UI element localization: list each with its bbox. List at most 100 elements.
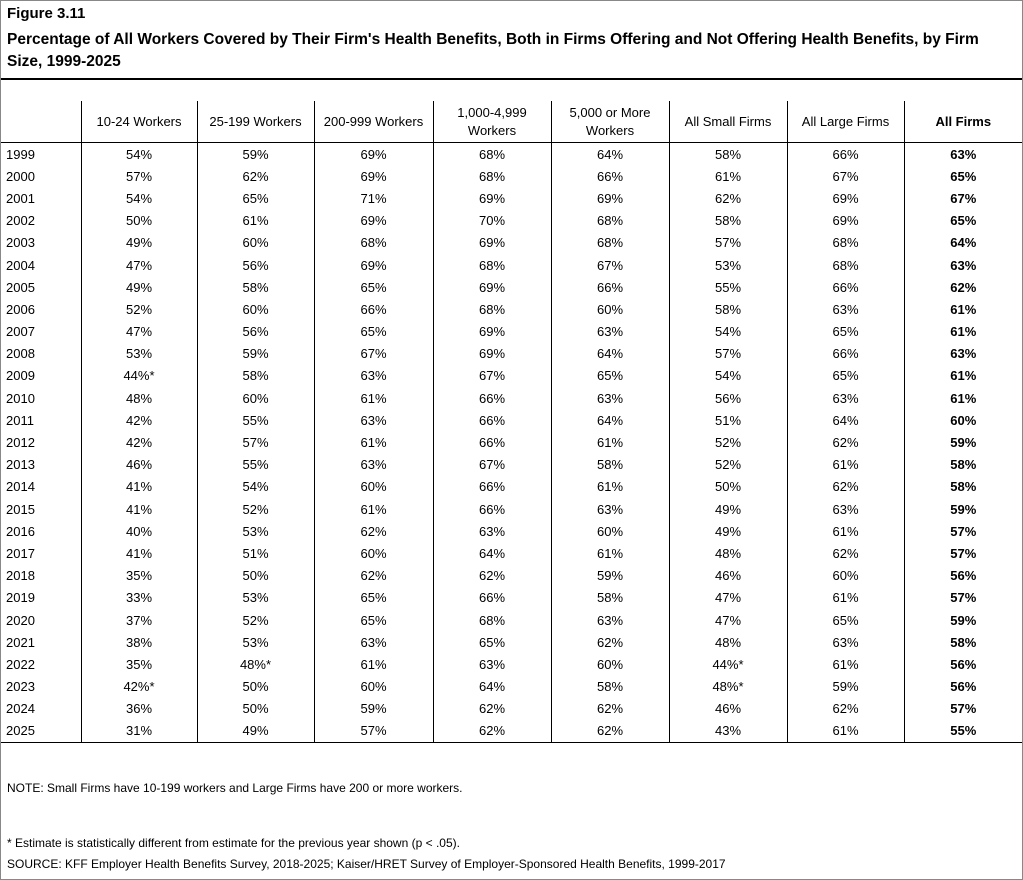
cell: 62% (903, 276, 1022, 299)
cell: 61% (550, 542, 669, 565)
cell: 62% (786, 475, 904, 498)
row-year: 2004 (6, 257, 35, 273)
cell: 65% (786, 608, 904, 632)
cell: 59% (786, 675, 904, 698)
cell: 66% (786, 142, 904, 166)
cell: 64% (550, 142, 669, 166)
row-year: 2007 (6, 324, 35, 340)
cell: 49% (80, 231, 197, 254)
cell: 63% (786, 631, 904, 654)
cell: 55% (196, 409, 314, 432)
row-year: 2003 (6, 235, 35, 251)
cell: 49% (668, 520, 787, 543)
table-row: 2001 54% 65% 71% 69% 69% 62% 69% 67% (1, 187, 1022, 210)
cell: 62% (786, 431, 904, 454)
cell: 61% (313, 431, 433, 454)
cell: 63% (432, 653, 551, 676)
header-row: 10-24 Workers 25-199 Workers 200-999 Worke… (1, 101, 1022, 143)
cell: 61% (786, 453, 904, 476)
row-year: 2019 (6, 590, 35, 606)
cell: 65% (313, 276, 433, 299)
table-row: 2012 42% 57% 61% 66% 61% 52% 62% 59% (1, 431, 1022, 454)
cell: 54% (80, 187, 197, 210)
column-header: All Large Firms (786, 101, 904, 143)
cell: 57% (196, 431, 314, 454)
cell: 63% (550, 387, 669, 410)
footnote: * Estimate is statistically different fr… (7, 836, 460, 850)
cell: 65% (550, 364, 669, 388)
cell: 54% (668, 364, 787, 388)
cell: 60% (196, 298, 314, 321)
cell: 64% (432, 675, 551, 698)
cell: 35% (80, 653, 197, 676)
table-row: 2017 41% 51% 60% 64% 61% 48% 62% 57% (1, 542, 1022, 565)
cell: 66% (786, 342, 904, 365)
cell: 61% (903, 387, 1022, 410)
cell: 63% (550, 608, 669, 632)
cell: 53% (668, 253, 787, 277)
cell: 68% (550, 231, 669, 254)
cell: 62% (786, 542, 904, 565)
cell: 60% (550, 653, 669, 676)
figure-number: Figure 3.11 (7, 5, 86, 22)
cell: 61% (196, 209, 314, 232)
cell: 63% (903, 342, 1022, 365)
cell: 68% (432, 165, 551, 188)
cell: 66% (432, 387, 551, 410)
cell: 65% (313, 320, 433, 343)
cell: 46% (668, 697, 787, 720)
cell: 58% (550, 675, 669, 698)
cell: 48%* (668, 675, 787, 698)
cell: 60% (903, 409, 1022, 432)
cell: 61% (550, 431, 669, 454)
table-row: 2021 38% 53% 63% 65% 62% 48% 63% 58% (1, 631, 1022, 654)
cell: 65% (786, 364, 904, 388)
table-body: 1999 54% 59% 69% 68% 64% 58% 66% 63% 2000 57% 62% 69… (1, 142, 1022, 744)
cell: 58% (903, 475, 1022, 498)
cell: 69% (786, 187, 904, 210)
cell: 48% (668, 631, 787, 654)
cell: 69% (432, 187, 551, 210)
cell: 55% (903, 719, 1022, 744)
cell: 31% (80, 719, 197, 744)
cell: 69% (432, 276, 551, 299)
cell: 53% (196, 631, 314, 654)
cell: 59% (313, 697, 433, 720)
corner-cell (1, 101, 81, 143)
cell: 56% (196, 320, 314, 343)
cell: 47% (80, 253, 197, 277)
cell: 49% (196, 719, 314, 744)
cell: 53% (196, 586, 314, 609)
row-year: 2009 (6, 368, 35, 384)
cell: 67% (432, 364, 551, 388)
cell: 48%* (196, 653, 314, 676)
cell: 70% (432, 209, 551, 232)
cell: 62% (196, 165, 314, 188)
cell: 42% (80, 431, 197, 454)
cell: 62% (550, 719, 669, 744)
row-year: 2011 (6, 412, 34, 428)
cell: 63% (903, 142, 1022, 166)
cell: 56% (196, 253, 314, 277)
row-year: 2001 (6, 190, 35, 206)
row-year: 2018 (6, 568, 35, 584)
cell: 55% (668, 276, 787, 299)
cell: 50% (80, 209, 197, 232)
row-year: 2008 (6, 346, 35, 362)
cell: 65% (432, 631, 551, 654)
cell: 52% (196, 608, 314, 632)
row-year: 2016 (6, 523, 35, 539)
cell: 61% (786, 586, 904, 609)
column-header: 5,000 or More Workers (550, 101, 669, 143)
row-year: 2024 (6, 701, 35, 717)
table-row: 2018 35% 50% 62% 62% 59% 46% 60% 56% (1, 564, 1022, 587)
cell: 57% (903, 520, 1022, 543)
cell: 48% (668, 542, 787, 565)
cell: 59% (550, 564, 669, 587)
row-year: 2015 (6, 501, 35, 517)
column-header: All Firms (903, 101, 1022, 143)
cell: 62% (313, 520, 433, 543)
cell: 41% (80, 542, 197, 565)
cell: 50% (668, 475, 787, 498)
